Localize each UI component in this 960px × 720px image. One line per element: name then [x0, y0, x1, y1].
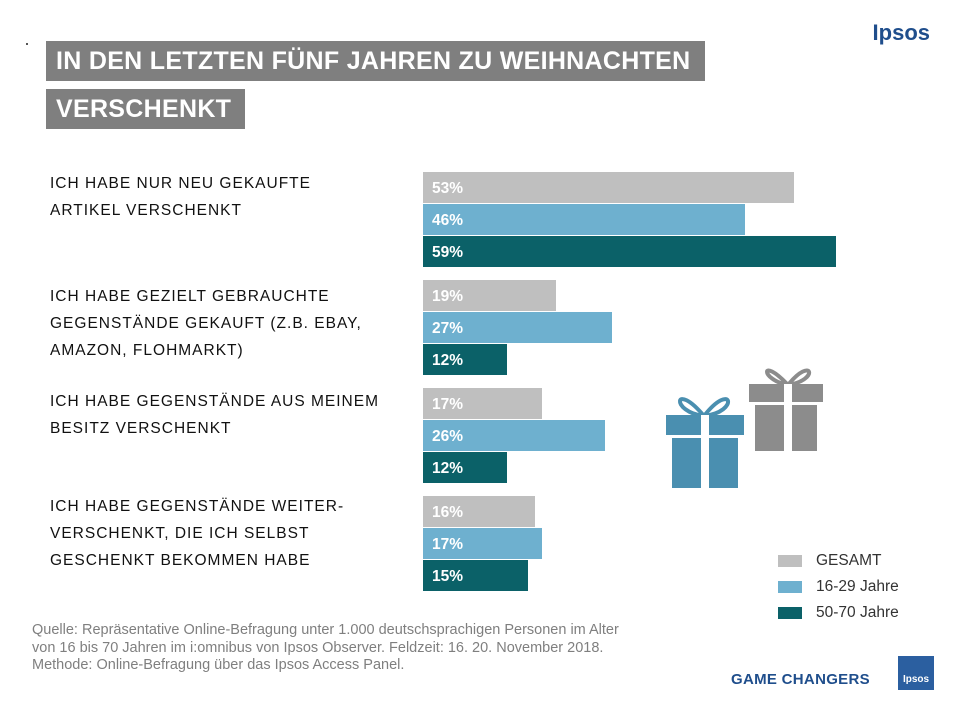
category-label-4-line-2: VERSCHENKT, DIE ICH SELBST: [50, 525, 310, 542]
category-label-4: ICH HABE GEGENSTÄNDE WEITER- VERSCHENKT, …: [50, 493, 400, 574]
bar-label-1-1: 53%: [432, 180, 463, 197]
bar-label-1-2: 19%: [432, 288, 463, 305]
bar-1-1: [423, 172, 794, 203]
bar-label-1-4: 16%: [432, 504, 463, 521]
ipsos-logo-top: Ipsos: [872, 20, 930, 45]
category-label-3: ICH HABE GEGENSTÄNDE AUS MEINEM BESITZ VE…: [50, 388, 400, 442]
legend-item-50-70: 50-70 Jahre: [778, 600, 899, 626]
category-label-2-line-3: AMAZON, FLOHMARKT): [50, 342, 244, 359]
gift-blue-icon: [666, 397, 744, 488]
bar-label-3-3: 12%: [432, 460, 463, 477]
bar-2-3: [423, 420, 605, 451]
bar-3-2: [423, 344, 507, 375]
category-label-2-line-2: GEGENSTÄNDE GEKAUFT (Z.B. EBAY,: [50, 315, 362, 332]
category-label-1-line-1: ICH HABE NUR NEU GEKAUFTE: [50, 175, 311, 192]
category-label-1: ICH HABE NUR NEU GEKAUFTE ARTIKEL VERSCHE…: [50, 170, 400, 224]
bar-label-3-4: 15%: [432, 568, 463, 585]
bar-label-2-2: 27%: [432, 320, 463, 337]
page-title-line-1: IN DEN LETZTEN FÜNF JAHREN ZU WEIHNACHTE…: [46, 41, 705, 81]
category-label-4-line-1: ICH HABE GEGENSTÄNDE WEITER-: [50, 498, 345, 515]
bar-label-1-3: 17%: [432, 396, 463, 413]
bar-label-2-3: 26%: [432, 428, 463, 445]
ipsos-logo-bottom-text: Ipsos: [902, 674, 930, 685]
legend-item-gesamt: GESAMT: [778, 548, 899, 574]
gift-gray-icon: [749, 368, 823, 451]
bar-3-3: [423, 452, 507, 483]
bar-label-3-2: 12%: [432, 352, 463, 369]
bar-label-2-1: 46%: [432, 212, 463, 229]
bar-2-4: [423, 528, 542, 559]
category-label-3-line-2: BESITZ VERSCHENKT: [50, 420, 232, 437]
gift-icons: [666, 368, 823, 488]
bar-label-2-4: 17%: [432, 536, 463, 553]
game-changers-tagline: GAME CHANGERS: [731, 671, 870, 688]
legend-label-50-70: 50-70 Jahre: [816, 604, 899, 621]
category-label-2: ICH HABE GEZIELT GEBRAUCHTE GEGENSTÄNDE G…: [50, 283, 400, 364]
category-label-1-line-2: ARTIKEL VERSCHENKT: [50, 202, 242, 219]
chart-legend: GESAMT 16-29 Jahre 50-70 Jahre: [778, 548, 899, 626]
legend-swatch-gesamt: [778, 555, 802, 567]
decorative-dot: [26, 43, 28, 45]
bar-1-2: [423, 280, 556, 311]
bar-2-2: [423, 312, 612, 343]
legend-label-gesamt: GESAMT: [816, 552, 882, 569]
ipsos-logo-bottom: Ipsos: [898, 656, 934, 690]
legend-swatch-50-70: [778, 607, 802, 619]
bar-label-3-1: 59%: [432, 244, 463, 261]
legend-item-16-29: 16-29 Jahre: [778, 574, 899, 600]
category-label-3-line-1: ICH HABE GEGENSTÄNDE AUS MEINEM: [50, 393, 379, 410]
page-title-line-2: VERSCHENKT: [46, 89, 246, 129]
legend-label-16-29: 16-29 Jahre: [816, 578, 899, 595]
ipsos-mark-icon: [898, 656, 934, 674]
bar-1-3: [423, 388, 542, 419]
bar-3-1: [423, 236, 836, 267]
category-label-4-line-3: GESCHENKT BEKOMMEN HABE: [50, 552, 311, 569]
bar-2-1: [423, 204, 745, 235]
legend-swatch-16-29: [778, 581, 802, 593]
source-note: Quelle: Repräsentative Online-Befragung …: [32, 622, 619, 673]
bar-3-4: [423, 560, 528, 591]
category-label-2-line-1: ICH HABE GEZIELT GEBRAUCHTE: [50, 288, 330, 305]
bar-1-4: [423, 496, 535, 527]
